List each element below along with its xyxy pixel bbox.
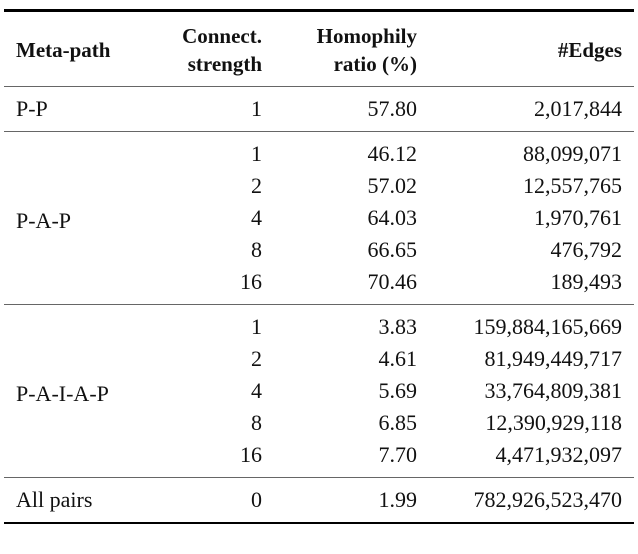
row-group: P-P 1 57.80 2,017,844 (4, 87, 634, 132)
strength-cell: 1 (251, 96, 262, 121)
edges-cell: 33,764,809,381 (484, 378, 623, 403)
row-group: P-A-P 1 46.12 88,099,071 2 57.02 12,557,765 4 64… (4, 132, 634, 305)
table-row: 4 64.03 1,970,761 (4, 202, 634, 234)
homophily-cell: 46.12 (367, 141, 418, 166)
table-row: 16 70.46 189,493 (4, 266, 634, 305)
meta-path-cell: P-A-P (16, 208, 72, 233)
strength-cell: 2 (251, 173, 262, 198)
strength-cell: 1 (251, 141, 262, 166)
strength-cell: 2 (251, 346, 262, 371)
edges-cell: 88,099,071 (523, 141, 622, 166)
meta-path-cell: P-A-I-A-P (16, 381, 109, 406)
edges-cell: 159,884,165,669 (473, 314, 623, 339)
homophily-cell: 5.69 (378, 378, 418, 403)
header-meta-path: Meta-path (16, 38, 111, 62)
strength-cell: 1 (251, 314, 262, 339)
strength-cell: 8 (251, 237, 262, 262)
edges-cell: 81,949,449,717 (484, 346, 623, 371)
edges-cell: 476,792 (550, 237, 623, 262)
strength-cell: 4 (251, 378, 262, 403)
table-row: 2 57.02 12,557,765 (4, 170, 634, 202)
homophily-cell: 57.80 (367, 96, 418, 121)
edges-cell: 12,557,765 (523, 173, 622, 198)
header-edges: #Edges (557, 38, 622, 62)
homophily-cell: 70.46 (367, 269, 418, 294)
table-row: P-A-I-A-P 1 3.83 159,884,165,669 (4, 305, 634, 406)
edges-cell: 782,926,523,470 (473, 487, 623, 512)
table-header: Meta-path Connect. strength Homophily rati… (4, 10, 634, 87)
row-group: P-A-I-A-P 1 3.83 159,884,165,669 2 4.61 81,949… (4, 305, 634, 478)
homophily-cell: 1.99 (378, 487, 418, 512)
homophily-cell: 7.70 (378, 442, 418, 467)
table-row: 4 5.69 33,764,809,381 (4, 375, 634, 407)
header-homophily-ratio: Homophily ratio (%) (316, 24, 417, 76)
edges-cell: 12,390,929,118 (485, 410, 622, 435)
table-row: P-P 1 57.80 2,017,844 (4, 87, 634, 132)
homophily-cell: 6.85 (378, 410, 418, 435)
table-row: 16 7.70 4,471,932,097 (4, 439, 634, 478)
table-row: P-A-P 1 46.12 88,099,071 (4, 132, 634, 233)
strength-cell: 0 (251, 487, 262, 512)
homophily-cell: 64.03 (367, 205, 418, 230)
row-group: All pairs 0 1.99 782,926,523,470 (4, 478, 634, 524)
strength-cell: 4 (251, 205, 262, 230)
table-row: All pairs 0 1.99 782,926,523,470 (4, 478, 634, 524)
table-row: 2 4.61 81,949,449,717 (4, 343, 634, 375)
header-connect-strength: Connect. strength (182, 24, 262, 76)
homophily-cell: 66.65 (367, 237, 418, 262)
meta-path-table: Meta-path Connect. strength Homophily rati… (4, 9, 634, 524)
edges-cell: 2,017,844 (534, 96, 622, 121)
edges-cell: 1,970,761 (534, 205, 622, 230)
homophily-cell: 3.83 (378, 314, 418, 339)
strength-cell: 8 (251, 410, 262, 435)
edges-cell: 4,471,932,097 (495, 442, 623, 467)
strength-cell: 16 (240, 442, 262, 467)
meta-path-cell: P-P (16, 96, 48, 121)
homophily-cell: 57.02 (367, 173, 418, 198)
meta-path-cell: All pairs (16, 487, 93, 512)
table-row: 8 6.85 12,390,929,118 (4, 407, 634, 439)
strength-cell: 16 (240, 269, 262, 294)
edges-cell: 189,493 (550, 269, 623, 294)
table-row: 8 66.65 476,792 (4, 234, 634, 266)
homophily-cell: 4.61 (378, 346, 418, 371)
